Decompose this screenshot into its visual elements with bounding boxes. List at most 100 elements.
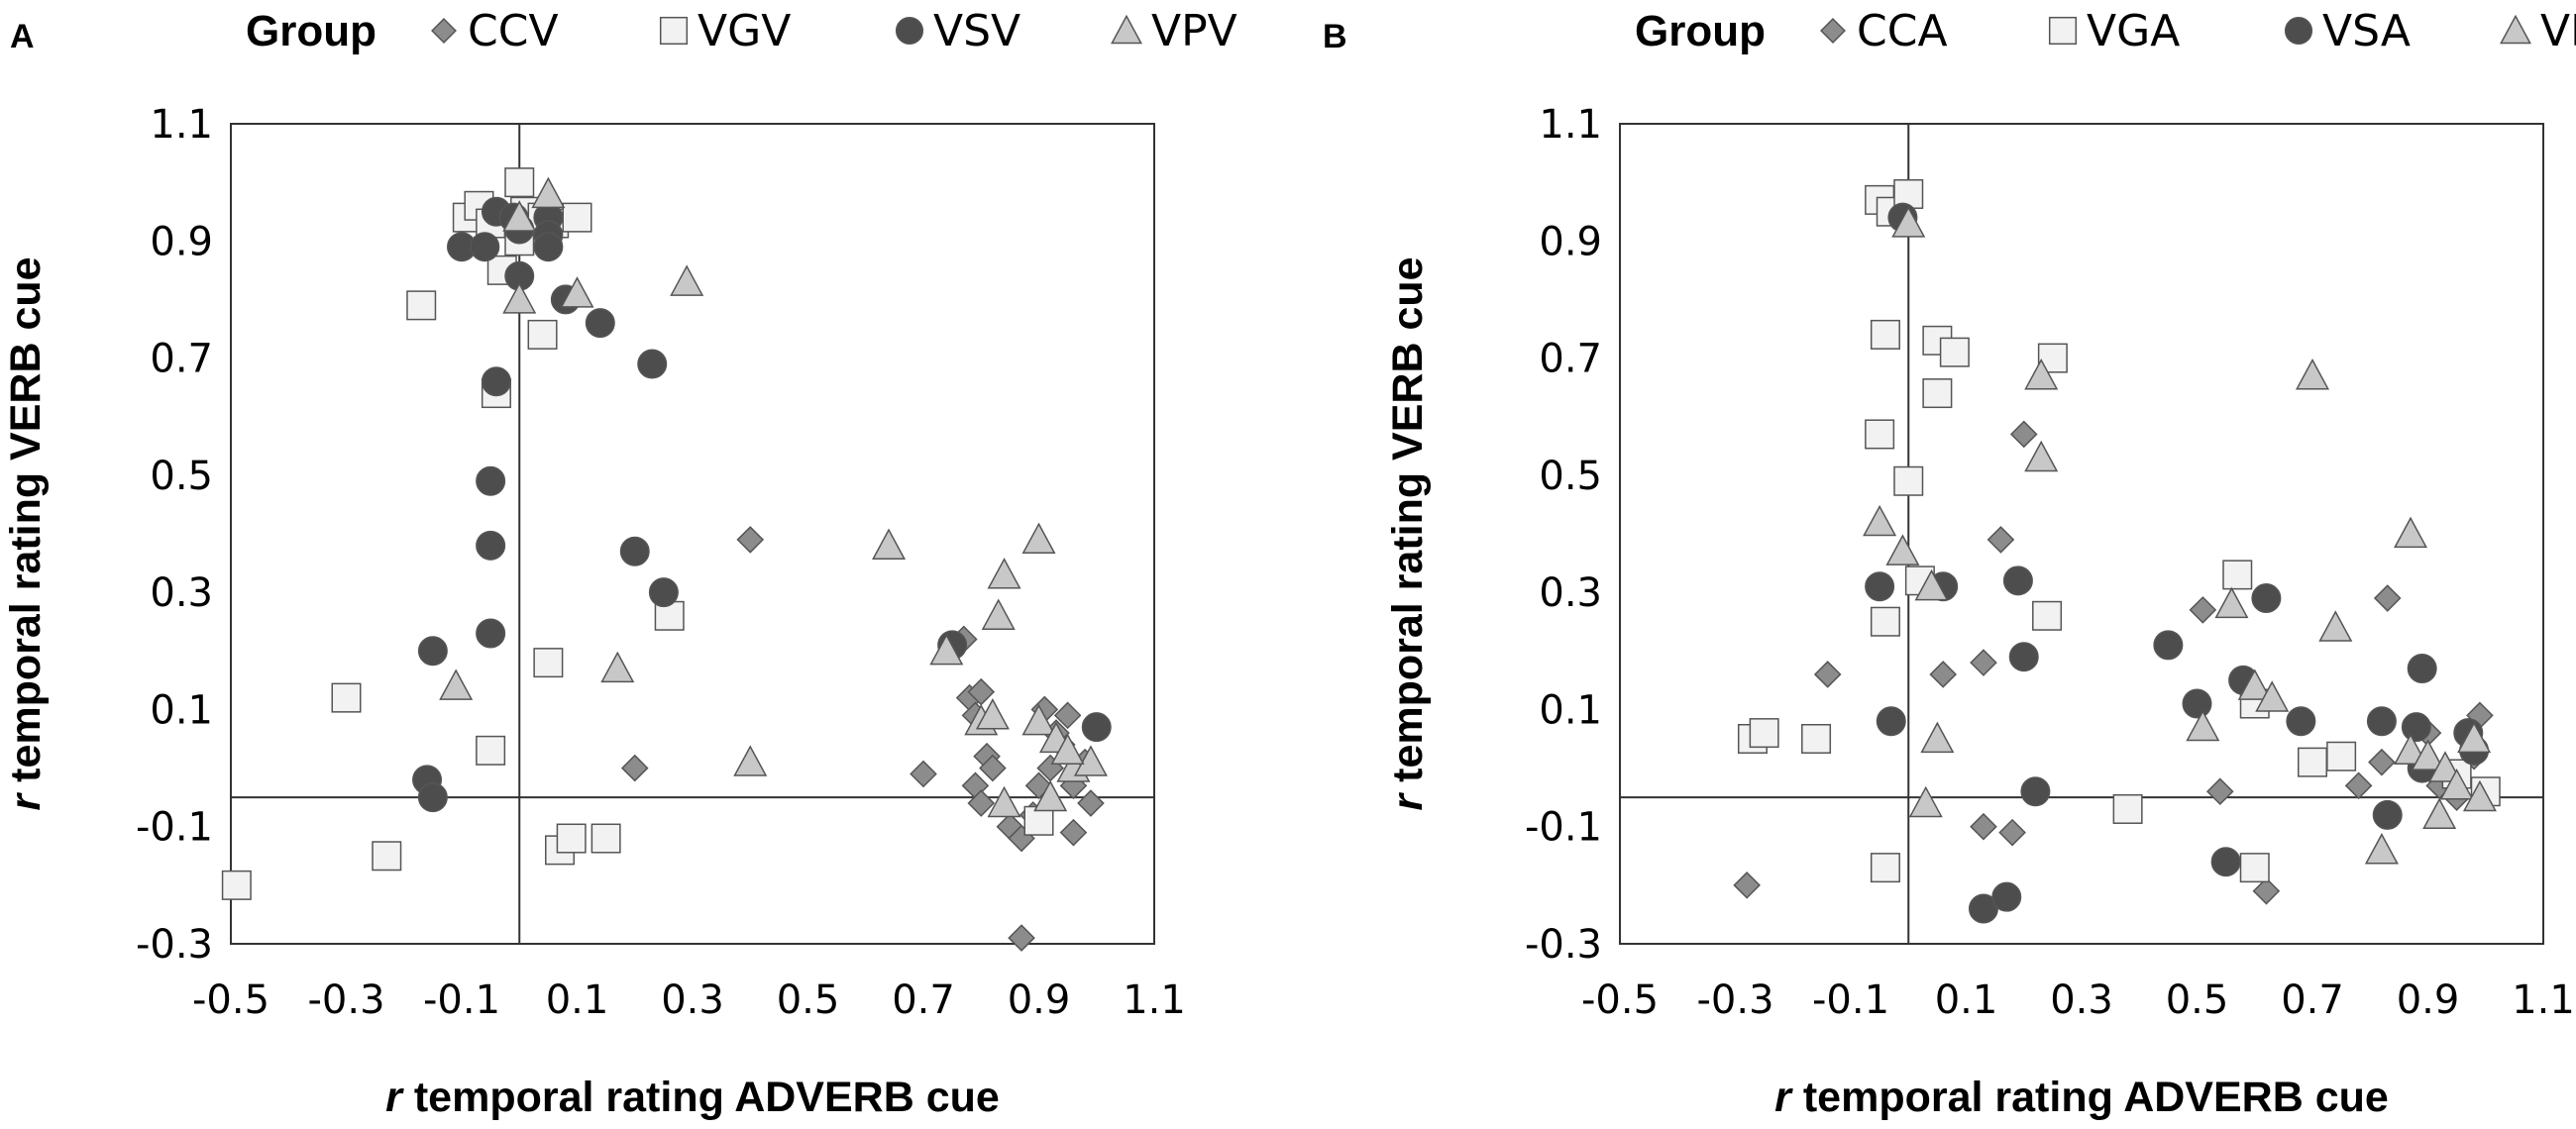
panel-b-point-vga: [1870, 319, 1900, 350]
panel-b-point-cca: [1970, 812, 1997, 841]
panel-a-legend-marker-vpv: [1111, 14, 1142, 45]
panel-a-y-tick-label: 0.5: [150, 454, 213, 499]
panel-a-point-vgv: [562, 202, 592, 233]
panel-b-point-vsa: [2372, 799, 2403, 830]
panel-a-point-vpv: [1033, 779, 1068, 812]
panel-b-point-vga: [1893, 178, 1924, 209]
panel-b-point-cca: [1970, 649, 1997, 676]
panel-b-legend: Group CCA VGA VSA VPA: [1635, 6, 2576, 56]
panel-a-point-vpv: [872, 528, 907, 560]
panel-a-point-vgv: [476, 735, 506, 766]
panel-b-point-vsa: [2153, 630, 2184, 661]
panel-a-legend-marker-vsv: [895, 16, 924, 46]
panel-b-point-cca: [2009, 420, 2038, 449]
panel-b-x-tick-label: -0.5: [1581, 977, 1659, 1023]
panel-a-x-tick-label: 0.3: [661, 977, 724, 1023]
panel-a-point-vpv: [560, 276, 594, 308]
panel-a-x-tick-label: 0.7: [892, 977, 955, 1023]
panel-a-legend: Group CCV VGV VSV VPV: [246, 6, 1237, 56]
panel-a-x-tick-label: 0.5: [777, 977, 840, 1023]
panel-a-point-vsv: [417, 636, 448, 667]
panel-b-y-tick-label: 0.7: [1539, 337, 1602, 382]
panel-a-point-ccv: [910, 760, 937, 788]
panel-a-y-tick-label: -0.3: [136, 922, 213, 968]
panel-b-point-vsa: [2251, 583, 2282, 614]
panel-b-point-vpa: [1914, 568, 1949, 601]
panel-b-letter: B: [1323, 18, 1347, 55]
panel-a-point-vpv: [502, 282, 537, 314]
panel-a-point-vpv: [439, 668, 474, 700]
panel-a-point-vgv: [527, 319, 558, 350]
panel-b-point-vga: [1749, 718, 1779, 749]
panel-b-point-cca: [1929, 661, 1958, 688]
panel-a-y-tick-label: 0.7: [150, 337, 213, 382]
panel-b-point-cca: [1733, 872, 1761, 899]
panel-a-y-axis-title: r temporal rating VERB cue: [2, 257, 50, 810]
panel-b-point-vga: [2239, 853, 2270, 883]
panel-a-point-ccv: [1059, 818, 1088, 847]
panel-b-point-vpa: [2186, 709, 2220, 742]
panel-b-point-cca: [1986, 526, 2015, 554]
panel-b-point-vga: [1865, 419, 1895, 450]
panel-a-point-vsv: [476, 530, 506, 561]
panel-a-point-vsv: [481, 366, 511, 397]
panel-a-point-vsv: [476, 618, 506, 649]
panel-a-legend-label-vpv: VPV: [1151, 6, 1237, 56]
panel-a-point-ccv: [1053, 701, 1082, 730]
panel-b-y-axis-title: r temporal rating VERB cue: [1384, 257, 1432, 810]
panel-b-point-vsa: [2366, 706, 2397, 737]
panel-a-legend-marker-vgv: [659, 16, 689, 46]
panel-a-point-vpv: [975, 698, 1010, 730]
panel-b-y-tick-label: 0.1: [1539, 687, 1602, 733]
panel-b-plot-frame: [1619, 123, 2544, 945]
panel-a-point-vgv: [331, 682, 362, 713]
panel-a-point-ccv: [1077, 789, 1105, 817]
panel-b-point-vpa: [2024, 358, 2059, 390]
panel-b-point-vsa: [1865, 571, 1895, 602]
panel-a-point-vpv: [981, 598, 1016, 630]
panel-b-reference-lines: [1620, 124, 2543, 944]
panel-b-point-vsa: [2286, 706, 2316, 737]
panel-a-point-ccv: [979, 754, 1007, 782]
panel-b-point-vpa: [1863, 504, 1897, 537]
panel-b-point-vpa: [2394, 516, 2428, 549]
panel-b-x-tick-label: -0.1: [1812, 977, 1889, 1023]
panel-b-point-vpa: [2457, 721, 2492, 754]
panel-b-legend-label-cca: CCA: [1857, 6, 1948, 56]
panel-a-legend-marker-ccv: [431, 18, 457, 44]
panel-b-legend-marker-vga: [2048, 16, 2078, 46]
panel-b-point-vsa: [1876, 706, 1906, 737]
panel-a-point-vpv: [987, 785, 1021, 818]
panel-b-x-tick-label: 0.9: [2397, 977, 2460, 1023]
panel-a-x-tick-label: 0.1: [546, 977, 609, 1023]
panel-b-point-vpa: [2024, 440, 2059, 472]
panel-b-point-cca: [1998, 818, 2026, 847]
panel-b-point-vpa: [2295, 358, 2330, 390]
panel-a-point-vgv: [504, 167, 535, 198]
panel-b-point-vpa: [2318, 610, 2353, 642]
panel-a-point-vsv: [1081, 712, 1112, 743]
panel-a-y-tick-label: 0.9: [150, 219, 213, 264]
panel-b-data-points: [1733, 178, 2501, 924]
panel-a-point-vpv: [1050, 733, 1085, 765]
panel-a-point-vpv: [929, 633, 964, 666]
panel-a-point-vgv: [372, 841, 402, 872]
panel-b-legend-label-vpa: VPA: [2540, 6, 2576, 56]
panel-a-point-vpv: [1021, 703, 1056, 736]
panel-b: B Group CCA VGA VSA VPA -0.5 -0.3 -0.1 0.1 0.3 0…: [1323, 6, 2576, 1121]
panel-b-x-tick-label: 0.3: [2050, 977, 2113, 1023]
panel-a-legend-label-ccv: CCV: [468, 6, 559, 56]
panel-b-point-vga: [1893, 465, 1924, 496]
panel-b-y-tick-label: -0.1: [1525, 805, 1602, 851]
panel-b-point-cca: [2368, 748, 2396, 776]
panel-b-point-cca: [1813, 661, 1842, 688]
panel-b-point-vsa: [2020, 776, 2051, 807]
panel-a-point-ccv: [967, 789, 996, 817]
panel-a-x-tick-label: 1.1: [1123, 977, 1186, 1023]
panel-b-point-vpa: [1920, 721, 1955, 754]
panel-b-legend-label-vga: VGA: [2087, 6, 2180, 56]
panel-b-point-cca: [2205, 777, 2234, 806]
panel-a-plot-frame: [230, 123, 1155, 945]
panel-a-point-vsv: [648, 577, 679, 608]
